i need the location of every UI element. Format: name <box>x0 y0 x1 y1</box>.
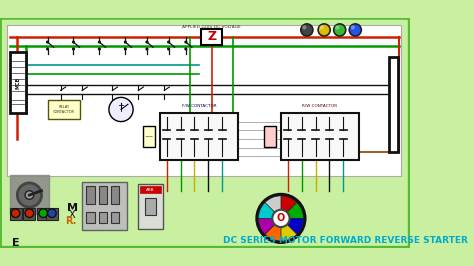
Wedge shape <box>281 218 297 241</box>
Bar <box>86 212 95 223</box>
Circle shape <box>335 25 339 30</box>
Circle shape <box>257 194 305 243</box>
Circle shape <box>39 209 47 218</box>
Bar <box>10 52 26 113</box>
Wedge shape <box>258 202 281 218</box>
Text: F/W CONTACTOR: F/W CONTACTOR <box>182 104 216 108</box>
Bar <box>281 113 359 160</box>
Circle shape <box>46 40 49 44</box>
Circle shape <box>167 47 170 51</box>
Circle shape <box>146 47 148 51</box>
Circle shape <box>98 47 101 51</box>
Circle shape <box>349 24 361 36</box>
Bar <box>160 113 238 160</box>
Text: O: O <box>277 213 285 223</box>
Text: T: T <box>118 105 124 114</box>
Circle shape <box>301 24 313 36</box>
Text: RELAY
CONTACTOR: RELAY CONTACTOR <box>53 105 75 114</box>
Circle shape <box>72 40 75 44</box>
Circle shape <box>98 40 101 44</box>
Circle shape <box>272 210 290 227</box>
Bar <box>201 29 222 45</box>
Text: Z: Z <box>207 30 216 43</box>
Circle shape <box>109 97 133 122</box>
Text: APPLIED 220V DC VOLTAGE: APPLIED 220V DC VOLTAGE <box>182 25 241 29</box>
Text: E: E <box>12 238 20 248</box>
Bar <box>99 212 107 223</box>
Circle shape <box>25 191 34 200</box>
Text: MCB: MCB <box>16 77 21 89</box>
FancyBboxPatch shape <box>0 17 410 249</box>
Circle shape <box>17 183 42 207</box>
Bar <box>82 182 127 230</box>
Text: DC SERIES MOTOR FORWARD REVERSE STARTER: DC SERIES MOTOR FORWARD REVERSE STARTER <box>223 236 468 245</box>
Circle shape <box>124 47 127 51</box>
Bar <box>9 208 22 220</box>
Bar <box>99 186 107 204</box>
Bar <box>110 212 119 223</box>
Circle shape <box>25 209 34 218</box>
Circle shape <box>146 40 148 44</box>
Circle shape <box>124 40 127 44</box>
Wedge shape <box>258 218 281 234</box>
Bar <box>145 198 155 215</box>
Text: M: M <box>67 203 78 213</box>
Circle shape <box>72 47 75 51</box>
Bar <box>46 208 58 220</box>
Bar <box>86 186 95 204</box>
Circle shape <box>11 209 20 218</box>
Circle shape <box>319 25 324 30</box>
Circle shape <box>184 47 187 51</box>
Circle shape <box>302 25 306 30</box>
Bar <box>389 57 398 152</box>
Bar <box>37 208 49 220</box>
Circle shape <box>46 47 49 51</box>
Circle shape <box>184 40 187 44</box>
Wedge shape <box>265 218 281 241</box>
Wedge shape <box>281 218 303 234</box>
Circle shape <box>334 24 346 36</box>
Text: R.: R. <box>65 216 76 226</box>
Circle shape <box>350 25 355 30</box>
Bar <box>138 184 163 229</box>
Wedge shape <box>265 196 281 218</box>
Bar <box>140 186 161 193</box>
Bar <box>143 126 155 147</box>
Text: R/W CONTACTOR: R/W CONTACTOR <box>302 104 337 108</box>
Text: ~~: ~~ <box>144 134 153 139</box>
Text: ABB: ABB <box>146 188 155 192</box>
Text: X: X <box>69 210 76 220</box>
Bar <box>264 126 276 147</box>
Bar <box>47 100 81 119</box>
Bar <box>10 175 49 214</box>
Circle shape <box>318 24 330 36</box>
Bar <box>7 25 401 176</box>
Circle shape <box>167 40 170 44</box>
Bar <box>110 186 119 204</box>
Circle shape <box>47 209 56 218</box>
Bar <box>23 208 36 220</box>
Wedge shape <box>281 196 297 218</box>
Wedge shape <box>281 202 303 218</box>
